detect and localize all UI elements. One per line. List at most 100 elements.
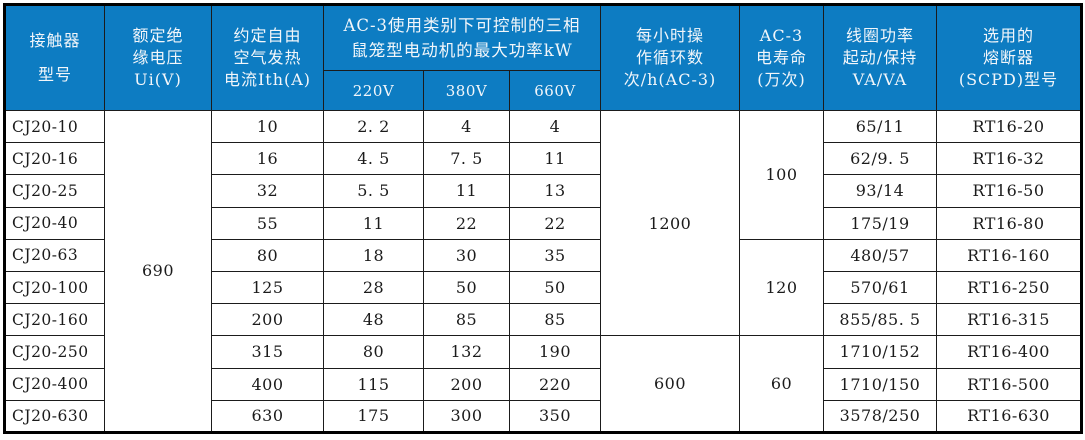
thermal-current-cell: 10: [211, 109, 324, 144]
kw-380v-cell: 50: [423, 270, 510, 305]
kw-380v-cell: 22: [423, 206, 510, 240]
cycles-merged-cell: 600: [600, 335, 740, 433]
contactor-spec-table: 接触器 型号 额定绝 缘电压 Ui(V) 约定自由 空气发热 电流Ith(A) …: [3, 3, 1083, 434]
coil-power-cell: 480/57: [823, 238, 937, 272]
electrical-life-merged-cell: 100: [739, 110, 824, 240]
model-cell: CJ20-40: [4, 206, 105, 240]
kw-380v-cell: 4: [423, 109, 510, 144]
kw-380v-cell: 85: [423, 303, 510, 337]
header-row-2: 220V 380V 660V: [5, 70, 1082, 111]
kw-660v-cell: 220: [509, 367, 601, 401]
fuse-model-cell: RT16-400: [936, 335, 1082, 369]
thermal-current-cell: 315: [211, 335, 324, 369]
kw-660v-cell: 11: [509, 142, 601, 176]
thermal-current-cell: 400: [211, 367, 324, 401]
col-header-380v: 380V: [423, 70, 510, 111]
coil-power-cell: 62/9. 5: [823, 142, 937, 176]
table-row: CJ20-63 80 18 30 35 120 480/57 RT16-160: [4, 238, 1082, 337]
kw-660v-cell: 4: [509, 109, 601, 144]
col-header-cycles-per-hour: 每小时操 作循环数 次/h(AC-3): [600, 4, 740, 111]
thermal-current-cell: 16: [211, 142, 324, 176]
kw-220v-cell: 28: [323, 270, 424, 305]
kw-660v-cell: 50: [509, 270, 601, 305]
thermal-current-cell: 125: [211, 270, 324, 305]
model-cell: CJ20-25: [4, 174, 105, 208]
kw-380v-cell: 11: [423, 174, 510, 208]
table-row: CJ20-630 630 175 300 350 3578/250 RT16-630: [4, 399, 1082, 433]
thermal-current-cell: 80: [211, 238, 324, 272]
model-cell: CJ20-16: [4, 142, 105, 176]
kw-380v-cell: 30: [423, 238, 510, 272]
coil-power-cell: 1710/150: [823, 367, 937, 401]
kw-380v-cell: 200: [423, 367, 510, 401]
coil-power-cell: 3578/250: [823, 399, 937, 433]
kw-220v-cell: 115: [323, 367, 424, 401]
table-row: CJ20-100 125 28 50 50 570/61 RT16-250: [4, 270, 1082, 305]
table-header: 接触器 型号 额定绝 缘电压 Ui(V) 约定自由 空气发热 电流Ith(A) …: [4, 4, 1082, 111]
model-cell: CJ20-100: [4, 270, 105, 305]
kw-660v-cell: 35: [509, 238, 601, 272]
model-cell: CJ20-63: [4, 238, 105, 272]
thermal-current-cell: 630: [211, 399, 324, 433]
col-header-contactor-model: 接触器 型号: [4, 4, 105, 111]
kw-660v-cell: 13: [509, 174, 601, 208]
electrical-life-merged-cell: 60: [739, 335, 824, 433]
col-header-220v: 220V: [323, 70, 424, 111]
kw-380v-cell: 7. 5: [423, 142, 510, 176]
coil-power-cell: 570/61: [823, 270, 937, 305]
kw-380v-cell: 300: [423, 399, 510, 433]
insulation-voltage-merged-cell: 690: [104, 110, 212, 433]
col-header-rated-insulation-voltage: 额定绝 缘电压 Ui(V): [104, 4, 212, 111]
kw-220v-cell: 5. 5: [323, 174, 424, 208]
thermal-current-cell: 200: [211, 303, 324, 337]
kw-220v-cell: 11: [323, 206, 424, 240]
table-row: CJ20-25 32 5. 5 11 13 93/14 RT16-50: [4, 174, 1082, 208]
coil-power-cell: 175/19: [823, 206, 937, 240]
coil-power-cell: 93/14: [823, 174, 937, 208]
kw-660v-cell: 85: [509, 303, 601, 337]
kw-220v-cell: 18: [323, 238, 424, 272]
fuse-model-cell: RT16-50: [936, 174, 1082, 208]
model-cell: CJ20-10: [4, 109, 105, 144]
fuse-model-cell: RT16-630: [936, 399, 1082, 433]
model-cell: CJ20-630: [4, 399, 105, 433]
kw-380v-cell: 132: [423, 335, 510, 369]
kw-220v-cell: 48: [323, 303, 424, 337]
header-row-1: 接触器 型号 额定绝 缘电压 Ui(V) 约定自由 空气发热 电流Ith(A) …: [4, 4, 1082, 111]
table-body: CJ20-10 690 10 2. 2 4 4 1200 100 65/11 RT16-20 CJ2…: [4, 109, 1082, 433]
electrical-life-merged-cell: 120: [739, 238, 824, 337]
fuse-model-cell: RT16-315: [936, 303, 1082, 337]
kw-660v-cell: 350: [509, 399, 601, 433]
table-row: CJ20-16 16 4. 5 7. 5 11 62/9. 5 RT16-32: [4, 142, 1082, 176]
kw-220v-cell: 175: [323, 399, 424, 433]
cycles-merged-cell: 1200: [600, 109, 740, 337]
coil-power-cell: 65/11: [823, 109, 937, 144]
col-header-thermal-current: 约定自由 空气发热 电流Ith(A): [211, 4, 324, 111]
kw-660v-cell: 22: [509, 206, 601, 240]
col-header-coil-power: 线圈功率 起动/保持 VA/VA: [823, 4, 937, 111]
kw-220v-cell: 4. 5: [323, 142, 424, 176]
model-cell: CJ20-400: [4, 367, 105, 401]
col-header-660v: 660V: [509, 70, 601, 111]
table-row: CJ20-10 690 10 2. 2 4 4 1200 100 65/11 RT16-20: [4, 109, 1082, 433]
fuse-model-cell: RT16-80: [936, 206, 1082, 240]
kw-220v-cell: 80: [323, 335, 424, 369]
model-cell: CJ20-250: [4, 335, 105, 369]
coil-power-cell: 855/85. 5: [823, 303, 937, 337]
coil-power-cell: 1710/152: [823, 335, 937, 369]
fuse-model-cell: RT16-250: [936, 270, 1082, 305]
thermal-current-cell: 55: [211, 206, 324, 240]
table-row: CJ20-250 315 80 132 190 600 60 1710/152 RT16-400: [4, 335, 1082, 433]
kw-220v-cell: 2. 2: [323, 109, 424, 144]
col-header-ac3-electrical-life: AC-3 电寿命 (万次): [739, 4, 824, 111]
col-header-ac3-max-power-group: AC-3使用类别下可控制的三相 鼠笼型电动机的最大功率kW: [323, 4, 601, 71]
fuse-model-cell: RT16-32: [936, 142, 1082, 176]
model-cell: CJ20-160: [4, 303, 105, 337]
fuse-model-cell: RT16-20: [936, 109, 1082, 144]
fuse-model-cell: RT16-500: [936, 367, 1082, 401]
col-header-fuse-model: 选用的 熔断器 (SCPD)型号: [936, 4, 1082, 111]
fuse-model-cell: RT16-160: [936, 238, 1082, 272]
kw-660v-cell: 190: [509, 335, 601, 369]
thermal-current-cell: 32: [211, 174, 324, 208]
